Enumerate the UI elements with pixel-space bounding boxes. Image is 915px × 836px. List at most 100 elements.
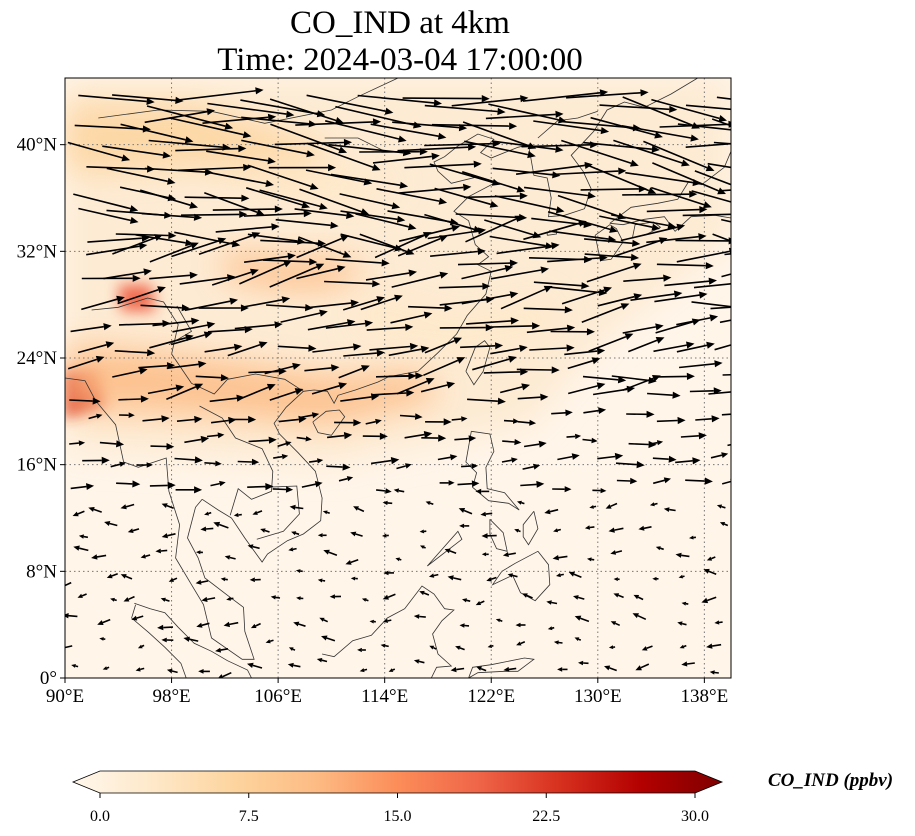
wind-arrow-head <box>102 666 108 670</box>
wind-arrow-shaft <box>520 483 537 487</box>
wind-arrow-head <box>591 437 598 444</box>
wind-arrow <box>287 662 301 668</box>
wind-arrow-shaft <box>136 615 144 619</box>
wind-arrow <box>334 419 362 427</box>
coastline-segment <box>609 151 731 232</box>
wind-arrow-head <box>369 619 374 624</box>
wind-arrow <box>481 533 497 539</box>
wind-arrow-shaft <box>88 415 98 420</box>
wind-arrow <box>112 367 148 378</box>
wind-arrow-head <box>353 419 362 427</box>
wind-arrow-head <box>599 89 609 97</box>
wind-arrow-shaft <box>141 644 145 648</box>
wind-arrow-shaft <box>714 344 731 351</box>
wind-arrow-shaft <box>239 386 269 400</box>
wind-arrow-shaft <box>128 595 135 601</box>
wind-arrow-head <box>323 549 330 555</box>
wind-arrow-head <box>480 511 487 517</box>
wind-arrow-shaft <box>388 374 416 378</box>
wind-arrow-head <box>703 201 712 209</box>
wind-arrow-head <box>455 645 461 650</box>
wind-arrow-head <box>407 223 417 231</box>
wind-arrow-shaft <box>408 305 445 309</box>
wind-arrow <box>120 123 194 144</box>
wind-arrow-shaft <box>622 96 694 127</box>
wind-arrow-head <box>96 413 103 419</box>
wind-arrow-shaft <box>152 320 192 327</box>
wind-arrow-head <box>391 202 401 210</box>
wind-arrow-head <box>692 457 701 465</box>
wind-arrow <box>458 508 473 515</box>
wind-arrow <box>566 433 582 440</box>
wind-arrow-head <box>77 593 83 598</box>
wind-arrow <box>567 357 601 370</box>
wind-arrow-head <box>705 262 714 270</box>
wind-arrow-shaft <box>676 317 711 326</box>
wind-arrow-shaft <box>211 271 252 286</box>
wind-arrow <box>146 105 234 130</box>
wind-arrow <box>455 645 465 651</box>
wind-arrow-head <box>624 333 634 340</box>
wind-arrow-shaft <box>691 190 731 203</box>
wind-arrow <box>82 456 110 464</box>
wind-arrow-shaft <box>516 368 552 371</box>
wind-arrow-head <box>509 291 519 299</box>
wind-arrow-shaft <box>680 435 699 438</box>
wind-arrow-shaft <box>374 234 425 259</box>
wind-arrow <box>490 266 549 280</box>
wind-arrow <box>450 667 465 673</box>
wind-arrow-head <box>438 434 447 442</box>
wind-arrow <box>383 618 392 623</box>
wind-arrow-shaft <box>149 337 187 349</box>
wind-arrow <box>137 644 145 649</box>
wind-arrow-head <box>295 569 301 573</box>
wind-arrow <box>71 664 79 668</box>
wind-arrow-head <box>127 528 134 533</box>
wind-arrow-shaft <box>229 556 236 560</box>
wind-arrow <box>118 395 149 403</box>
wind-arrow <box>226 596 234 601</box>
wind-arrow <box>457 480 480 487</box>
wind-arrow-shaft <box>260 239 319 244</box>
wind-arrow-head <box>399 181 409 189</box>
wind-arrow-shaft <box>326 511 330 514</box>
wind-arrow-shaft <box>118 322 163 326</box>
wind-arrow-shaft <box>264 529 270 533</box>
wind-arrow-shaft <box>67 141 123 159</box>
wind-arrow-shaft <box>325 258 382 264</box>
wind-arrow-head <box>357 647 362 653</box>
wind-arrow-head <box>342 251 352 258</box>
wind-arrow-head <box>453 337 462 345</box>
wind-arrow <box>382 593 396 600</box>
wind-arrow-shaft <box>398 489 405 493</box>
lon-tick-label: 98°E <box>152 686 190 707</box>
wind-arrow-head <box>201 596 208 602</box>
wind-arrow-head <box>346 211 355 219</box>
wind-arrow-head <box>247 662 254 668</box>
wind-arrow-shaft <box>189 638 199 642</box>
wind-arrow <box>691 190 731 203</box>
wind-arrow-head <box>372 118 382 126</box>
wind-arrow <box>312 343 362 353</box>
wind-arrow-shaft <box>166 386 197 400</box>
wind-arrow <box>424 337 462 354</box>
wind-arrow-shaft <box>148 139 223 148</box>
wind-arrow-head <box>423 431 433 439</box>
wind-arrow-head <box>486 296 495 304</box>
wind-arrow-head <box>350 576 356 581</box>
wind-arrow <box>269 263 325 288</box>
colorbar-tick-label: 22.5 <box>532 808 560 825</box>
wind-arrow <box>329 594 342 599</box>
wind-arrow <box>611 375 657 384</box>
wind-arrow-head <box>203 331 213 339</box>
wind-arrow-head <box>119 461 126 467</box>
wind-arrow-head <box>459 523 465 529</box>
wind-arrow-head <box>463 183 472 191</box>
wind-arrow <box>172 321 216 333</box>
wind-arrow-shaft <box>239 263 286 285</box>
wind-arrow-shaft <box>81 298 118 311</box>
wind-arrow-head <box>393 488 400 493</box>
wind-arrow-shaft <box>685 142 731 148</box>
wind-arrow-shaft <box>324 280 373 285</box>
wind-arrow-shaft <box>549 230 609 240</box>
